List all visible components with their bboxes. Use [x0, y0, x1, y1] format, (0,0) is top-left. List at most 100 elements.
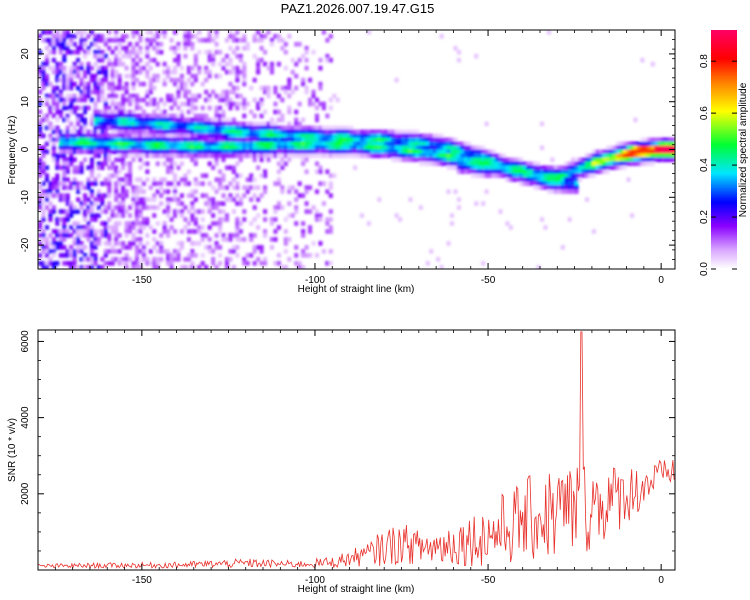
spectrogram-cell — [141, 97, 146, 103]
spectrogram-cell — [55, 105, 60, 111]
spectrogram-cell — [550, 157, 555, 163]
spectrogram-cell — [183, 225, 188, 230]
spectrogram-cell — [508, 165, 513, 171]
spectrogram-cell — [96, 49, 101, 55]
spectrogram-cell — [134, 69, 139, 75]
spectrogram-cell — [259, 37, 264, 43]
spectrogram-cell — [186, 149, 191, 155]
spectrogram-cell — [207, 129, 212, 135]
spectrogram-cell — [567, 185, 572, 190]
spectrogram-cell — [477, 153, 482, 159]
spectrogram-cell — [377, 141, 382, 147]
spectrogram-cell — [55, 61, 60, 67]
spectrogram-cell — [65, 105, 70, 111]
spectrogram-cell — [134, 249, 139, 254]
spectrogram-cell — [245, 177, 250, 182]
spectrogram-cell — [96, 57, 101, 63]
spectrogram-cell — [93, 61, 98, 67]
spectrogram-cell — [44, 241, 49, 246]
spectrogram-cell — [218, 73, 223, 79]
spectrogram-cell — [100, 193, 105, 198]
spectrogram-cell — [114, 105, 119, 111]
spectrogram-cell — [55, 221, 60, 226]
spectrogram-cell — [204, 89, 209, 95]
spectrogram-cell — [38, 101, 43, 107]
spectrogram-cell — [114, 185, 119, 190]
spectrogram-cell — [58, 149, 63, 155]
spectrogram-cell — [79, 61, 84, 67]
spectrogram-cell — [214, 201, 219, 206]
spectrogram-cell — [214, 245, 219, 250]
spectrogram-cell — [308, 149, 313, 155]
spectrogram-cell — [131, 153, 136, 159]
spectrogram-cell — [553, 185, 558, 190]
spectrogram-cell — [117, 49, 122, 55]
spectrogram-cell — [69, 105, 74, 111]
spectrogram-cell — [491, 173, 496, 178]
spectrogram-cell — [384, 129, 389, 135]
spectrogram-cell — [269, 245, 275, 250]
spectrogram-cell — [263, 189, 268, 194]
spectrogram-cell — [65, 129, 70, 135]
spectrogram-cell — [72, 97, 77, 103]
spectrogram-cell — [145, 49, 150, 55]
spectrogram-cell — [359, 129, 365, 135]
spectrogram-cell — [276, 153, 281, 159]
spectrogram-cell — [311, 93, 316, 99]
spectrogram-cell — [141, 225, 146, 230]
spectrogram-cell — [304, 49, 309, 55]
spectrogram-cell — [103, 261, 108, 266]
spectrogram-cell — [647, 153, 652, 159]
spectrogram-cell — [211, 201, 216, 206]
spectrogram-cell — [436, 141, 441, 147]
spectrogram-cell — [314, 213, 320, 218]
spectrogram-cell — [477, 149, 482, 155]
spectrogram-cell — [128, 113, 133, 119]
spectrogram-cell — [48, 241, 53, 246]
spectrogram-cell — [62, 105, 67, 111]
spectrogram-cell — [263, 121, 268, 127]
spectrogram-cell — [110, 137, 115, 143]
spectrogram-cell — [283, 89, 288, 95]
spectrogram-cell — [207, 245, 212, 250]
spectrogram-cell — [366, 149, 371, 155]
spectrogram-cell — [89, 217, 94, 222]
spectrogram-cell — [436, 149, 441, 155]
spectrogram-cell — [103, 113, 108, 119]
spectrogram-cell — [162, 177, 167, 182]
spectrogram-cell — [422, 157, 427, 163]
spectrogram-cell — [83, 257, 88, 262]
spectrogram-cell — [276, 145, 281, 151]
spectrogram-cell — [221, 113, 226, 119]
spectrogram-cell — [259, 129, 264, 135]
spectrogram-cell — [602, 157, 607, 163]
spectrogram-cell — [100, 129, 105, 135]
spectrogram-cell — [86, 233, 91, 238]
spectrogram-cell — [529, 181, 534, 186]
spectrogram-cell — [546, 189, 551, 194]
spectrogram-cell — [65, 253, 70, 258]
spectrogram-cell — [578, 157, 583, 163]
spectrogram-cell — [460, 149, 465, 155]
spectrogram-cell — [539, 181, 545, 186]
spectrogram-cell — [249, 221, 254, 226]
spectrogram-cell — [110, 173, 115, 178]
spectrogram-cell — [51, 37, 56, 43]
spectrogram-cell — [186, 133, 191, 139]
spectrogram-cell — [242, 261, 247, 266]
spectrogram-cell — [308, 153, 313, 159]
spectrogram-cell — [145, 121, 150, 127]
spectrogram-cell — [173, 253, 178, 258]
spectrogram-cell — [48, 125, 53, 131]
spectrogram-cell — [83, 69, 88, 75]
spectrogram-cell — [152, 145, 157, 151]
spectrogram-cell — [183, 30, 188, 35]
spectrogram-cell — [211, 205, 216, 210]
spectrogram-cell — [519, 157, 524, 163]
spectrogram-cell — [83, 213, 88, 218]
spectrogram-cell — [214, 161, 219, 167]
spectrogram-cell — [263, 153, 268, 159]
spectrogram-cell — [124, 49, 129, 55]
spectrogram-cell — [100, 85, 105, 91]
spectrogram-cell — [110, 101, 115, 107]
